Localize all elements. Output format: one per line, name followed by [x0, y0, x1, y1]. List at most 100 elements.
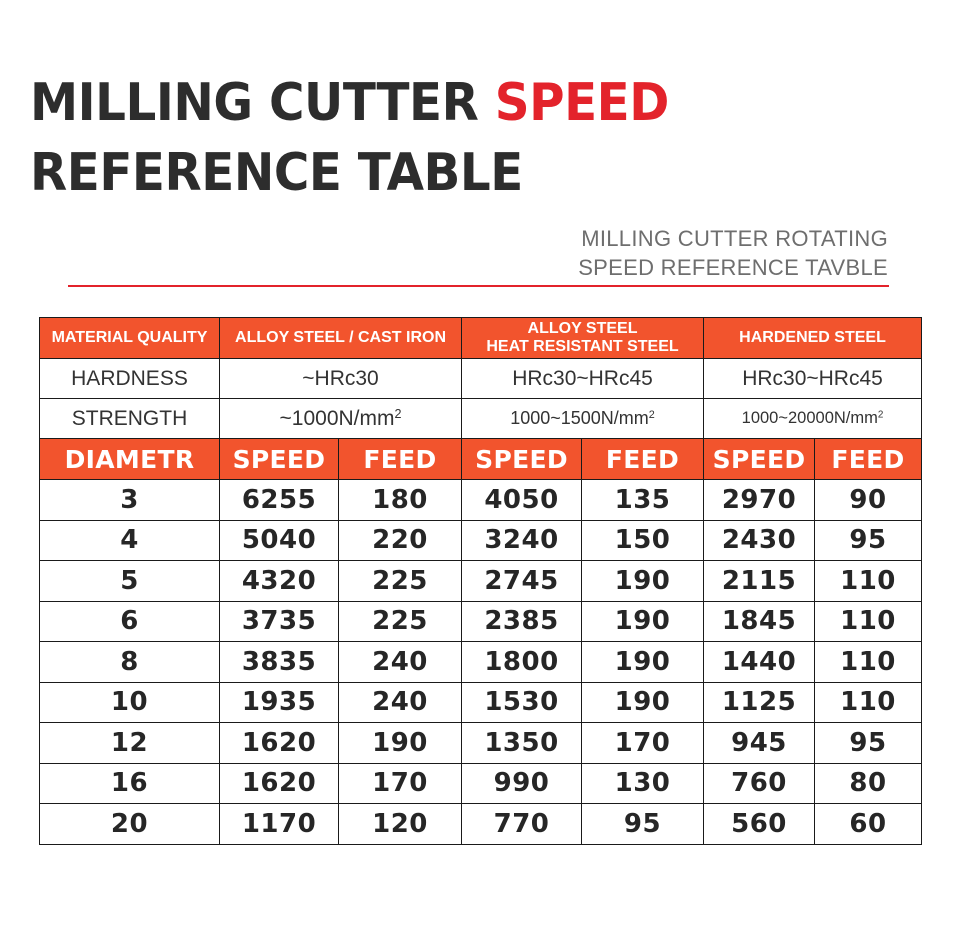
hardness-m1: ~HRc30 [218, 358, 463, 399]
cell-feed: 110 [814, 560, 923, 602]
cell-feed: 190 [581, 560, 705, 602]
cell-feed: 180 [337, 479, 463, 521]
table-row: 3 6255 180 4050 135 2970 90 [39, 479, 923, 521]
cell-feed: 225 [337, 560, 463, 602]
table-body: 3 6255 180 4050 135 2970 90 4 5040 220 3240 150 2430… [39, 479, 923, 845]
material-alloy-line1: ALLOY STEEL [527, 320, 638, 337]
cell-speed: 760 [703, 762, 816, 804]
material-hardened-steel: HARDENED STEEL [703, 317, 923, 359]
unit-exponent: 2 [648, 409, 655, 422]
cell-speed: 2115 [703, 560, 816, 602]
cell-feed: 90 [814, 479, 923, 521]
cell-feed: 190 [581, 641, 705, 683]
col-feed: FEED [581, 438, 705, 480]
cell-feed: 170 [581, 722, 705, 764]
unit-exponent: 2 [877, 409, 884, 421]
cell-feed: 150 [581, 519, 705, 561]
title-line1: MILLING CUTTER [30, 73, 495, 133]
cell-feed: 95 [581, 803, 705, 845]
cell-feed: 190 [581, 681, 705, 723]
subtitle-line1: MILLING CUTTER ROTATING [581, 226, 888, 251]
cell-feed: 135 [581, 479, 705, 521]
cell-feed: 240 [337, 681, 463, 723]
subtitle: MILLING CUTTER ROTATING SPEED REFERENCE … [578, 224, 888, 282]
cell-diameter: 3 [39, 479, 220, 521]
cell-diameter: 16 [39, 762, 220, 804]
table-row: 16 1620 170 990 130 760 80 [39, 762, 923, 804]
strength-row: STRENGTH ~1000N/mm2 1000~1500N/mm2 1000~… [39, 398, 923, 439]
cell-speed: 4320 [219, 560, 339, 602]
cell-speed: 3240 [461, 519, 583, 561]
cell-speed: 1440 [703, 641, 816, 683]
table-row: 8 3835 240 1800 190 1440 110 [39, 641, 923, 683]
table-row: 12 1620 190 1350 170 945 95 [39, 722, 923, 764]
cell-diameter: 5 [39, 560, 220, 602]
title-accent: SPEED [494, 73, 670, 133]
cell-feed: 110 [814, 600, 923, 642]
material-header-row: MATERIAL QUALITY ALLOY STEEL / CAST IRON… [39, 317, 923, 359]
cell-feed: 220 [337, 519, 463, 561]
hardness-row: HARDNESS ~HRc30 HRc30~HRc45 HRc30~HRc45 [39, 358, 923, 399]
subtitle-underline [68, 285, 889, 287]
title-line2: REFERENCE TABLE [30, 143, 523, 203]
cell-speed: 3735 [219, 600, 339, 642]
cell-diameter: 10 [39, 681, 220, 723]
material-alloy-cast-iron: ALLOY STEEL / CAST IRON [218, 317, 463, 359]
cell-speed: 1620 [219, 722, 339, 764]
cell-speed: 1530 [461, 681, 583, 723]
cell-feed: 225 [337, 600, 463, 642]
cell-speed: 945 [703, 722, 816, 764]
page-title: MILLING CUTTER SPEED REFERENCE TABLE [30, 68, 669, 208]
cell-speed: 1800 [461, 641, 583, 683]
cell-feed: 120 [337, 803, 463, 845]
cell-feed: 95 [814, 519, 923, 561]
cell-speed: 770 [461, 803, 583, 845]
material-alloy-heat-resistant: ALLOY STEEL HEAT RESISTANT STEEL [461, 317, 705, 359]
material-alloy-line2: HEAT RESISTANT STEEL [486, 338, 679, 355]
col-speed: SPEED [461, 438, 583, 480]
cell-feed: 95 [814, 722, 923, 764]
strength-m2: 1000~1500N/mm2 [461, 398, 705, 439]
column-header-row: DIAMETR SPEED FEED SPEED FEED SPEED FEED [39, 438, 923, 480]
cell-diameter: 8 [39, 641, 220, 683]
strength-m3: 1000~20000N/mm2 [703, 398, 923, 439]
cell-speed: 1620 [219, 762, 339, 804]
hardness-m3: HRc30~HRc45 [703, 358, 923, 399]
cell-feed: 190 [581, 600, 705, 642]
cell-feed: 110 [814, 681, 923, 723]
cell-speed: 1845 [703, 600, 816, 642]
cell-speed: 2430 [703, 519, 816, 561]
cell-speed: 6255 [219, 479, 339, 521]
cell-speed: 5040 [219, 519, 339, 561]
cell-diameter: 6 [39, 600, 220, 642]
subtitle-line2: SPEED REFERENCE TAVBLE [578, 255, 888, 280]
cell-speed: 2970 [703, 479, 816, 521]
col-speed: SPEED [219, 438, 339, 480]
col-feed: FEED [814, 438, 923, 480]
cell-speed: 1350 [461, 722, 583, 764]
table-row: 20 1170 120 770 95 560 60 [39, 803, 923, 845]
hardness-label: HARDNESS [39, 358, 220, 399]
hardness-m2: HRc30~HRc45 [461, 358, 705, 399]
col-speed: SPEED [703, 438, 816, 480]
table-row: 4 5040 220 3240 150 2430 95 [39, 519, 923, 561]
cell-feed: 110 [814, 641, 923, 683]
strength-m2-value: 1000~1500N/mm [510, 408, 649, 428]
strength-label: STRENGTH [39, 398, 220, 439]
cell-feed: 60 [814, 803, 923, 845]
cell-speed: 1935 [219, 681, 339, 723]
cell-feed: 240 [337, 641, 463, 683]
cell-feed: 170 [337, 762, 463, 804]
unit-exponent: 2 [394, 406, 402, 421]
strength-m1-value: ~1000N/mm [279, 406, 395, 430]
cell-speed: 4050 [461, 479, 583, 521]
table-row: 10 1935 240 1530 190 1125 110 [39, 681, 923, 723]
cell-speed: 990 [461, 762, 583, 804]
cell-speed: 560 [703, 803, 816, 845]
cell-speed: 1170 [219, 803, 339, 845]
strength-m3-value: 1000~20000N/mm [741, 409, 878, 427]
speed-reference-table: MATERIAL QUALITY ALLOY STEEL / CAST IRON… [39, 317, 923, 845]
cell-speed: 2745 [461, 560, 583, 602]
table-row: 5 4320 225 2745 190 2115 110 [39, 560, 923, 602]
material-quality-label: MATERIAL QUALITY [39, 317, 220, 359]
